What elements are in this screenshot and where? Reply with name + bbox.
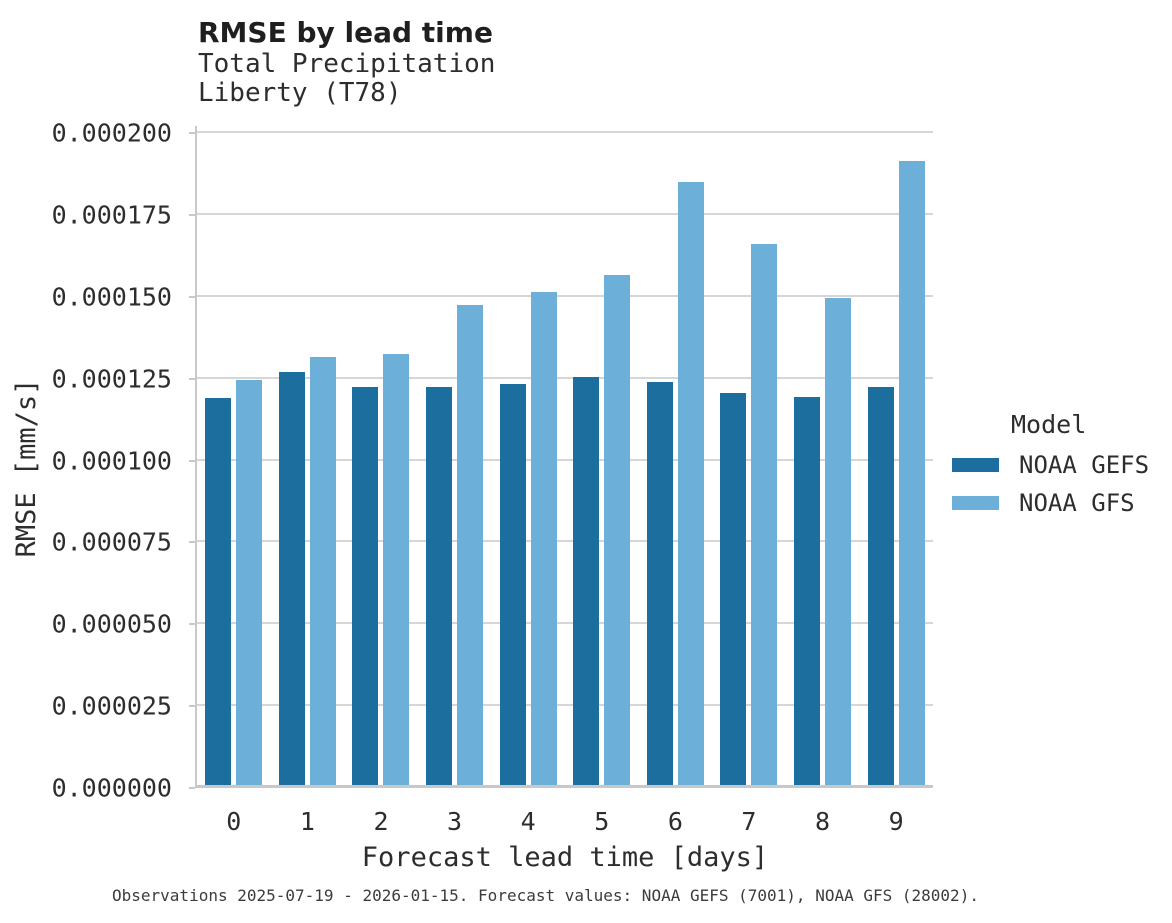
legend-swatch-noaa-gefs — [952, 458, 999, 472]
legend-label-noaa-gfs: NOAA GFS — [1019, 489, 1135, 517]
bar-group-lead-4 — [491, 133, 565, 788]
x-axis-tick-label: 6 — [667, 807, 683, 836]
x-axis-tick-label: 7 — [741, 807, 757, 836]
bar-noaa-gefs — [352, 386, 379, 788]
bar-group-lead-0 — [197, 133, 271, 788]
bar-group-lead-3 — [418, 133, 492, 788]
gridline — [197, 294, 933, 297]
x-axis-tick-label: 8 — [815, 807, 831, 836]
chart-title: RMSE by lead time — [198, 16, 493, 49]
plot-area — [189, 126, 933, 789]
bar-noaa-gefs — [573, 377, 600, 788]
x-axis-tick-label: 1 — [299, 807, 315, 836]
bar-noaa-gfs — [309, 357, 336, 788]
gridline — [197, 622, 933, 625]
x-axis-tick-label: 4 — [520, 807, 536, 836]
gridline — [197, 458, 933, 461]
x-axis-tick-labels: 0 1 2 3 4 5 6 7 8 9 — [197, 804, 933, 840]
y-tick-mark — [189, 541, 195, 544]
x-axis-tick-label: 2 — [373, 807, 389, 836]
bar-noaa-gfs — [604, 275, 631, 788]
y-tick-mark — [189, 213, 195, 216]
x-axis-tick-label: 0 — [226, 807, 242, 836]
bar-group-lead-9 — [859, 133, 933, 788]
legend-label-noaa-gefs: NOAA GEFS — [1019, 451, 1150, 479]
gridline — [197, 131, 933, 133]
y-axis-tick-label: 0.000150 — [51, 282, 172, 312]
gridline — [197, 376, 933, 379]
legend-swatch-noaa-gfs — [952, 496, 999, 510]
y-tick-mark — [189, 132, 195, 134]
y-tick-mark — [189, 295, 195, 298]
bar-noaa-gefs — [794, 396, 821, 788]
gridline — [197, 540, 933, 543]
bar-noaa-gefs — [278, 372, 305, 788]
bar-noaa-gfs — [825, 298, 852, 788]
gridline — [197, 704, 933, 707]
x-axis-tick-label: 9 — [888, 807, 904, 836]
bar-noaa-gefs — [646, 381, 673, 788]
chart-subtitle-location: Liberty (T78) — [198, 78, 402, 108]
footer-caption: Observations 2025-07-19 - 2026-01-15. Fo… — [112, 886, 979, 905]
bar-noaa-gfs — [898, 160, 925, 788]
x-axis-tick-label: 3 — [447, 807, 463, 836]
y-tick-mark — [189, 705, 195, 708]
legend-title: Model — [1011, 410, 1087, 439]
bar-group-lead-5 — [565, 133, 639, 788]
y-axis-tick-label: 0.000200 — [51, 118, 172, 148]
bar-noaa-gefs — [205, 398, 232, 788]
bar-series-container — [197, 133, 933, 788]
y-axis-tick-label: 0.000075 — [51, 527, 172, 557]
bar-group-lead-2 — [344, 133, 418, 788]
x-axis-title: Forecast lead time [days] — [361, 842, 769, 873]
legend: Model NOAA GEFS NOAA GFS — [952, 410, 1149, 516]
bar-noaa-gfs — [457, 304, 484, 788]
bar-group-lead-7 — [712, 133, 786, 788]
y-tick-mark — [189, 459, 195, 462]
bar-noaa-gfs — [677, 182, 704, 788]
bar-group-lead-8 — [786, 133, 860, 788]
x-axis-baseline — [197, 785, 933, 788]
bar-noaa-gefs — [499, 383, 526, 788]
y-tick-mark — [189, 787, 195, 789]
bar-noaa-gfs — [530, 291, 557, 788]
y-axis-tick-label: 0.000050 — [51, 609, 172, 639]
y-axis-tick-label: 0.000125 — [51, 364, 172, 394]
legend-item-noaa-gefs: NOAA GEFS — [952, 452, 1149, 478]
y-axis-tick-label: 0.000100 — [51, 446, 172, 475]
bar-noaa-gefs — [720, 393, 747, 788]
y-axis-tick-label: 0.000000 — [51, 773, 172, 803]
bar-noaa-gfs — [236, 380, 263, 788]
legend-item-noaa-gfs: NOAA GFS — [952, 490, 1149, 516]
bar-noaa-gefs — [426, 386, 453, 788]
bar-noaa-gfs — [383, 354, 410, 788]
gridline — [197, 212, 933, 215]
bar-group-lead-1 — [271, 133, 345, 788]
y-axis-tick-label: 0.000175 — [51, 200, 172, 230]
chart-subtitle-variable: Total Precipitation — [198, 49, 496, 79]
y-axis-tick-labels: 0.000000 0.000025 0.000050 0.000075 0.000100… — [0, 121, 172, 801]
y-axis-tick-label: 0.000025 — [51, 691, 172, 721]
x-axis-tick-label: 5 — [594, 807, 610, 836]
y-tick-mark — [189, 623, 195, 626]
y-axis-spine — [195, 126, 197, 788]
bar-group-lead-6 — [639, 133, 713, 788]
bar-noaa-gfs — [751, 244, 778, 788]
y-tick-mark — [189, 377, 195, 380]
bar-noaa-gefs — [867, 386, 894, 788]
